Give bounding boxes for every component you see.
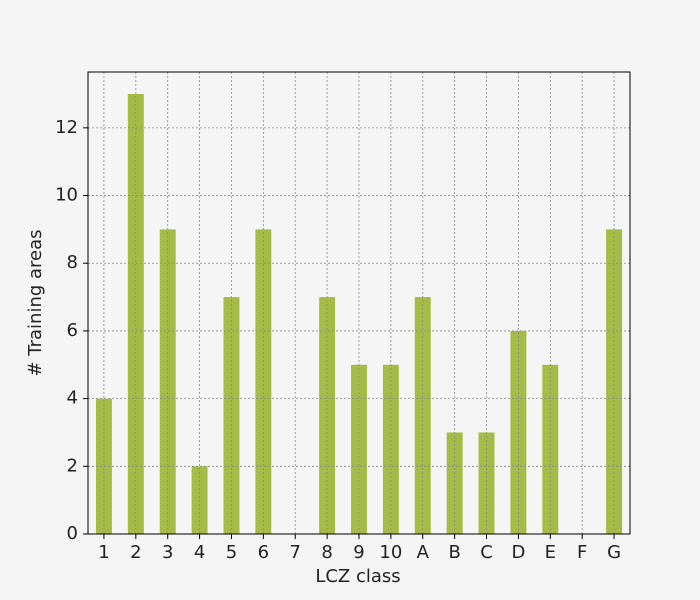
x-tick-label: B — [448, 542, 460, 563]
bar — [446, 432, 463, 534]
x-tick-label: 8 — [321, 542, 332, 563]
y-tick-label: 2 — [67, 455, 78, 476]
x-tick-label: 3 — [162, 542, 173, 563]
x-tick-label: 1 — [98, 542, 109, 563]
y-tick-label: 8 — [67, 252, 78, 273]
x-axis-label: LCZ class — [315, 566, 400, 587]
grid — [88, 72, 630, 535]
y-tick-label: 10 — [55, 185, 78, 206]
bars — [95, 94, 623, 534]
x-tick-label: 4 — [194, 542, 205, 563]
y-tick-label: 6 — [67, 320, 78, 341]
bar — [95, 398, 112, 534]
x-tick-label: 2 — [130, 542, 141, 563]
x-tick-label: 6 — [258, 542, 269, 563]
bar — [319, 297, 336, 534]
bar — [223, 297, 240, 534]
bar — [478, 432, 495, 534]
x-tick-label: D — [511, 542, 525, 563]
x-tick-label: 10 — [379, 542, 402, 563]
y-tick-label: 0 — [67, 523, 78, 544]
x-tick-label: 7 — [290, 542, 301, 563]
x-tick-label: C — [480, 542, 493, 563]
x-tick-label: 5 — [226, 542, 237, 563]
y-tick-label: 12 — [55, 117, 78, 138]
x-tick-label: F — [577, 542, 587, 563]
bar — [414, 297, 431, 534]
y-tick-label: 4 — [67, 388, 78, 409]
y-axis-label: # Training areas — [25, 229, 46, 376]
x-tick-label: G — [607, 542, 621, 563]
x-tick-label: 9 — [353, 542, 364, 563]
x-tick-label: A — [417, 542, 430, 563]
x-tick-label: E — [545, 542, 556, 563]
